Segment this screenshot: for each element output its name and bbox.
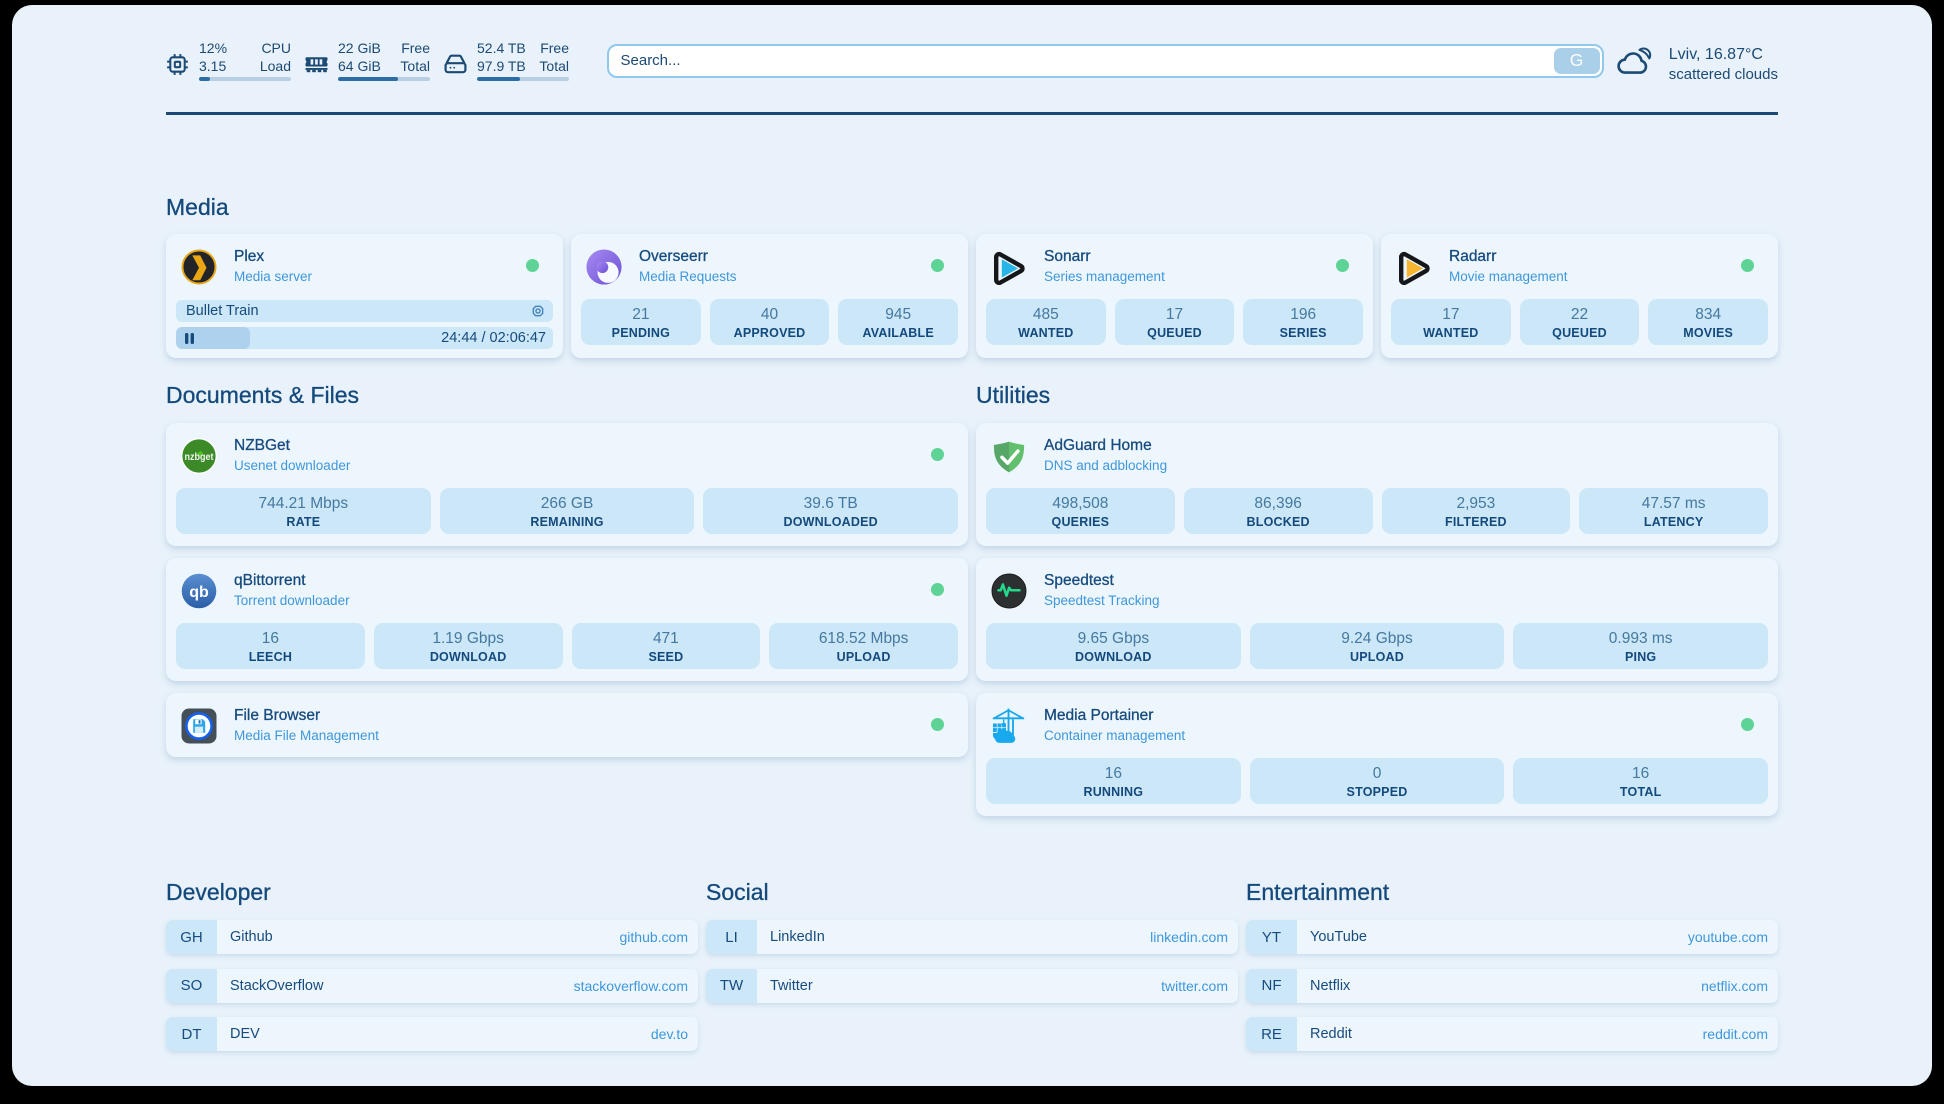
- svg-text:qb: qb: [189, 584, 209, 601]
- svg-text:nzbget: nzbget: [185, 452, 215, 463]
